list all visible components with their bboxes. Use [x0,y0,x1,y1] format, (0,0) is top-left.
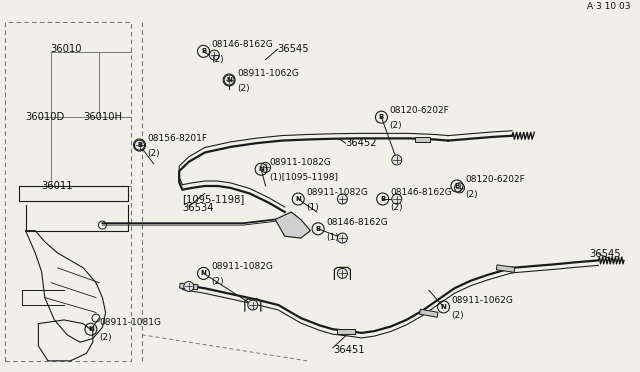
Text: N: N [258,166,264,172]
Text: 08156-8201F: 08156-8201F [148,134,207,143]
Text: (2): (2) [211,278,224,286]
Text: (1)[1095-1198]: (1)[1095-1198] [269,173,338,182]
Text: 36010H: 36010H [83,112,122,122]
Circle shape [392,155,402,165]
Text: (1): (1) [326,233,339,242]
Text: (2): (2) [390,203,403,212]
Text: 36010D: 36010D [26,112,65,122]
Text: (2): (2) [99,333,111,342]
Text: (2): (2) [465,190,477,199]
Circle shape [184,282,194,291]
Text: B: B [454,183,460,189]
Text: 08911-1062G: 08911-1062G [452,296,513,305]
Circle shape [248,300,258,310]
Circle shape [337,233,348,243]
Text: 36534: 36534 [182,203,214,213]
Text: B: B [137,142,142,148]
Text: 36545: 36545 [589,249,620,259]
Text: 08911-1082G: 08911-1082G [307,188,368,197]
Text: N: N [200,270,207,276]
Text: 36545: 36545 [278,44,309,54]
Circle shape [392,194,402,204]
Circle shape [337,194,348,204]
Text: [1095-1198]: [1095-1198] [182,194,244,204]
Text: N: N [88,326,94,332]
Circle shape [134,140,145,150]
Text: 36451: 36451 [333,345,364,355]
Text: B: B [316,226,321,232]
Circle shape [454,183,465,193]
Text: N: N [440,304,447,310]
Text: 08911-1082G: 08911-1082G [269,158,331,167]
Bar [419,309,438,317]
Text: (2): (2) [148,149,160,158]
Text: 08146-8162G: 08146-8162G [390,188,452,197]
Text: (2): (2) [211,55,224,64]
Text: N: N [226,77,232,83]
Circle shape [209,50,220,60]
Bar [337,329,355,334]
Bar [497,265,515,272]
Text: (1): (1) [307,203,319,212]
Bar [180,283,198,290]
Text: 08146-8162G: 08146-8162G [326,218,388,227]
Text: B: B [201,48,206,54]
Text: 36010: 36010 [50,44,81,54]
Text: (2): (2) [452,311,464,320]
Bar [415,137,430,142]
Text: N: N [295,196,301,202]
Circle shape [337,269,348,278]
Text: B: B [380,196,385,202]
Text: B: B [379,114,384,120]
Text: (2): (2) [389,121,402,130]
Text: 08120-6202F: 08120-6202F [465,175,525,184]
Text: 08911-1081G: 08911-1081G [99,318,161,327]
Text: 08911-1082G: 08911-1082G [211,262,273,272]
Circle shape [260,163,271,172]
Text: 08120-6202F: 08120-6202F [389,106,449,115]
Text: 36011: 36011 [42,181,73,191]
Text: 08911-1062G: 08911-1062G [237,69,299,78]
Text: (2): (2) [237,84,250,93]
Polygon shape [275,212,310,238]
Text: 36452: 36452 [346,138,377,148]
Text: A·3 10 03: A·3 10 03 [587,2,630,11]
Text: 08146-8162G: 08146-8162G [211,40,273,49]
Circle shape [224,75,234,85]
